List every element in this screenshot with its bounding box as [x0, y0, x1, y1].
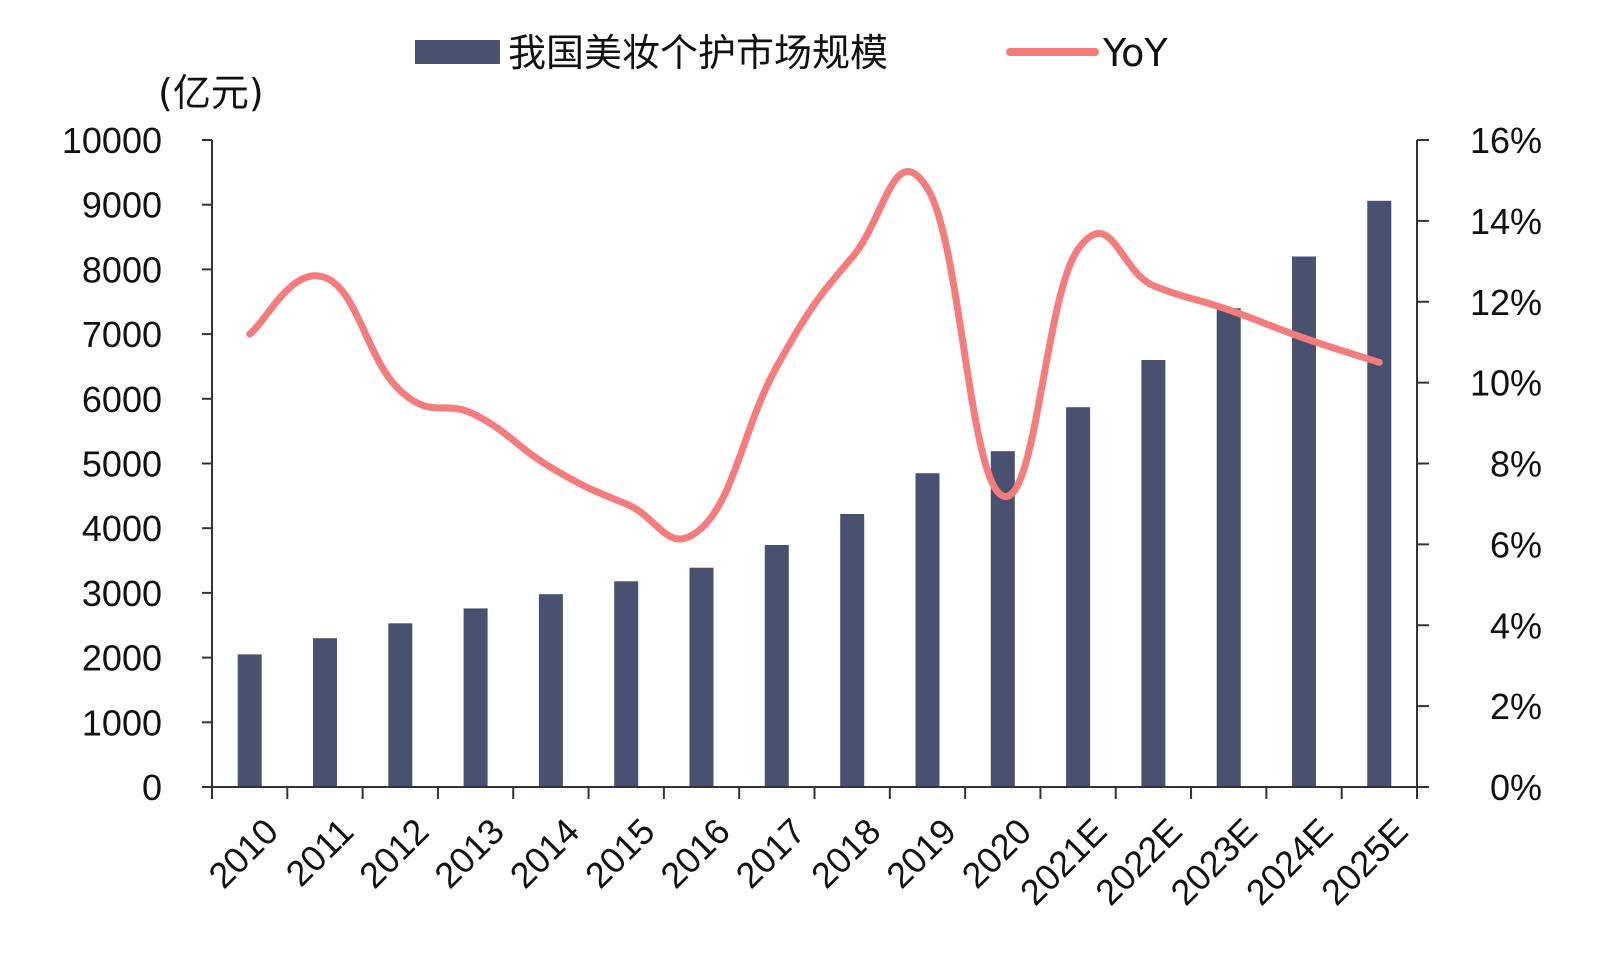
left-tick-label: 7000: [82, 314, 162, 355]
left-tick-label: 3000: [82, 573, 162, 614]
legend-bar-label: 我国美妆个护市场规模: [508, 31, 888, 75]
right-axis-tick-labels: 0% 2% 4% 6% 8% 10% 12% 14% 16%: [1470, 120, 1542, 808]
x-tick-label-2022E: 2022E: [1087, 810, 1190, 913]
left-tick-label: 0: [142, 767, 162, 808]
right-tick-label: 2%: [1490, 686, 1542, 727]
legend-line-label: YoY: [1102, 31, 1168, 75]
x-tick-label-2024E: 2024E: [1238, 810, 1341, 913]
bar-2016: [689, 567, 714, 787]
x-tick-label-2014: 2014: [502, 810, 588, 896]
bar-2018: [840, 514, 865, 787]
x-axis-tick-labels: 2010201120122013201420152016201720182019…: [200, 810, 1415, 913]
bar-2013: [463, 608, 488, 787]
right-tick-label: 12%: [1470, 282, 1542, 323]
x-tick-label-2010: 2010: [200, 810, 286, 896]
bar-2015: [614, 581, 639, 787]
right-tick-label: 0%: [1490, 767, 1542, 808]
left-tick-label: 5000: [82, 444, 162, 485]
bar-2019: [915, 473, 940, 787]
x-tick-label-2011: 2011: [278, 810, 362, 894]
bar-2011: [313, 638, 337, 787]
right-tick-label: 6%: [1490, 524, 1542, 565]
x-tick-label-2015: 2015: [577, 810, 663, 896]
x-tick-label-2012: 2012: [351, 810, 437, 896]
right-tick-label: 14%: [1470, 201, 1542, 242]
bar-2023E: [1216, 308, 1241, 787]
right-tick-label: 8%: [1490, 444, 1542, 485]
x-tick-label-2016: 2016: [652, 810, 738, 896]
line-layer: [246, 168, 1383, 543]
left-tick-label: 2000: [82, 638, 162, 679]
right-tick-label: 4%: [1490, 605, 1542, 646]
x-tick-label-2019: 2019: [878, 810, 964, 896]
left-tick-label: 1000: [82, 702, 162, 743]
bar-2014: [538, 594, 563, 787]
bar-2021E: [1066, 407, 1091, 787]
x-tick-label-2021E: 2021E: [1012, 810, 1115, 913]
bar-2025E: [1367, 200, 1392, 788]
left-axis-tick-labels: 0 1000 2000 3000 4000 5000 6000 7000 8000 9000 100…: [62, 120, 162, 808]
right-tick-label: 16%: [1470, 120, 1542, 161]
legend: 我国美妆个护市场规模 YoY: [415, 31, 1168, 75]
x-tick-label-2013: 2013: [426, 810, 512, 896]
x-tick-label-2017: 2017: [728, 810, 814, 896]
x-tick-label-2018: 2018: [803, 810, 889, 896]
left-axis-unit-label: (亿元): [158, 71, 264, 115]
left-tick-label: 6000: [82, 379, 162, 420]
bar-2012: [388, 623, 413, 787]
left-tick-label: 10000: [62, 120, 162, 161]
x-tick-label-2023E: 2023E: [1162, 810, 1265, 913]
left-tick-label: 4000: [82, 508, 162, 549]
x-tick-label-2025E: 2025E: [1313, 810, 1416, 913]
legend-bar-swatch: [415, 40, 500, 64]
bars-layer: [237, 200, 1392, 788]
bar-2020: [990, 451, 1015, 787]
right-tick-label: 10%: [1470, 363, 1542, 404]
yoy-line: [246, 168, 1383, 543]
bar-2024E: [1292, 256, 1316, 787]
left-tick-label: 9000: [82, 185, 162, 226]
axes-layer: [202, 139, 1429, 799]
bar-2022E: [1141, 360, 1166, 787]
left-tick-label: 8000: [82, 249, 162, 290]
bar-2010: [237, 654, 262, 787]
bar-2017: [764, 545, 789, 787]
